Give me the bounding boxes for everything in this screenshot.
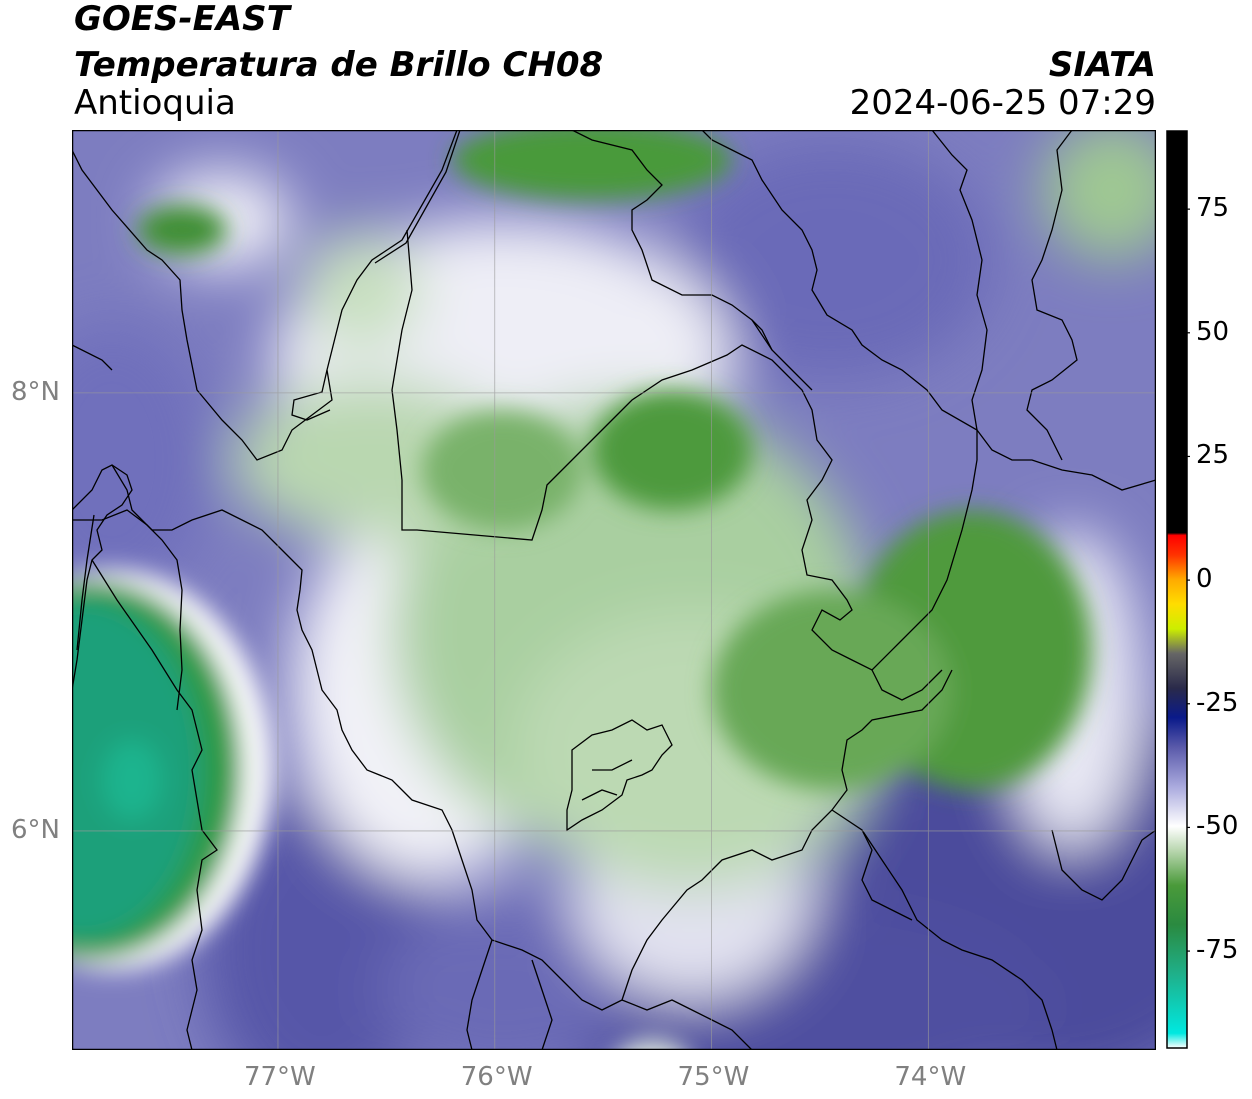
region-title: Antioquia [74, 83, 236, 123]
satellite-title: GOES-EAST [74, 0, 290, 39]
product-title: Temperatura de Brillo CH08 [74, 45, 604, 85]
longitude-tick-label: 75°W [677, 1062, 750, 1092]
colorbar [1166, 130, 1190, 1049]
brightness-temperature-map [72, 130, 1156, 1050]
colorbar-tick-label: 75 [1196, 193, 1230, 224]
boundary-lines [72, 130, 1156, 1050]
colorbar-tick-label: -50 [1196, 811, 1239, 842]
agency-label: SIATA [1048, 45, 1156, 85]
latitude-tick-label: 6°N [11, 814, 60, 845]
map-frame [72, 130, 1156, 1050]
longitude-tick-label: 74°W [894, 1062, 967, 1092]
colorbar-tick-label: 25 [1196, 440, 1230, 471]
gridlines [72, 130, 1156, 1050]
latitude-tick-label: 8°N [11, 376, 60, 407]
colorbar-tick-label: -75 [1196, 935, 1239, 966]
longitude-tick-label: 77°W [243, 1062, 316, 1092]
longitude-tick-label: 76°W [460, 1062, 533, 1092]
colorbar-tick-label: -25 [1196, 687, 1239, 718]
temperature-field [72, 130, 1156, 1050]
colorbar-tick-label: 0 [1196, 564, 1213, 595]
colorbar-tick-label: 50 [1196, 316, 1230, 347]
datetime-label: 2024-06-25 07:29 [849, 83, 1156, 123]
